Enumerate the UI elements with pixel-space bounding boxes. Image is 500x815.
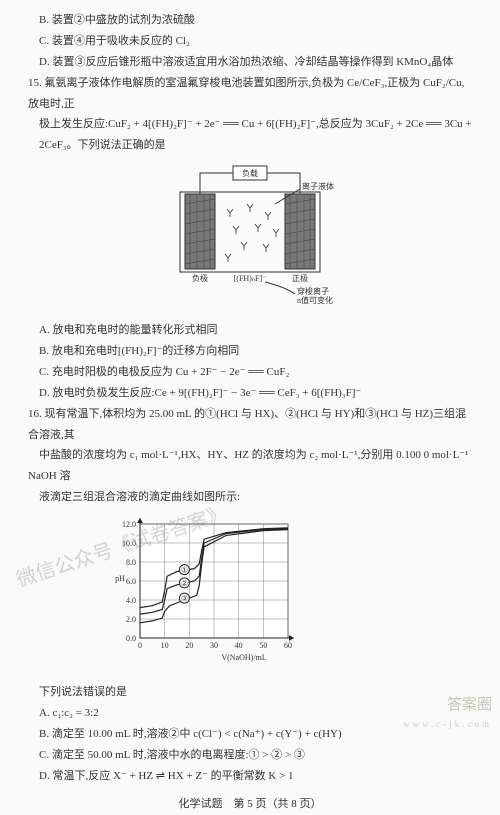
svg-text:③: ③: [181, 594, 188, 603]
q14-option-b: B. 装置②中盛放的试剂为浓硫酸: [28, 10, 472, 31]
q16-option-d: D. 常温下,反应 X⁻ + HZ ⇌ HX + Z⁻ 的平衡常数 K > 1: [28, 766, 472, 787]
q15-option-a: A. 放电和充电时的能量转化形式相同: [28, 320, 472, 341]
q16-titration-chart: 0 10 20 30 40 50 60 0.0 2.0 4.0 6.0 8.0 10.0 12.0 ① ② ③ V…: [108, 516, 472, 674]
ion-liquid-label: 离子液体: [302, 181, 334, 191]
q15-stem-1: 15. 氟氨离子液体作电解质的室温氟穿梭电池装置如图所示,负极为 Ce/CeF₃…: [28, 73, 472, 115]
q16-tail: 下列说法错误的是: [28, 682, 472, 703]
q14-option-c: C. 装置④用于吸收未反应的 Cl₂: [28, 31, 472, 52]
svg-text:30: 30: [210, 641, 218, 650]
q16-option-b: B. 滴定至 10.00 mL 时,溶液②中 c(Cl⁻) < c(Na⁺) +…: [28, 724, 472, 745]
svg-text:②: ②: [181, 579, 188, 588]
q15-option-b: B. 放电和充电时[(FH)₂F]⁻的迁移方向相同: [28, 341, 472, 362]
svg-text:60: 60: [284, 641, 292, 650]
svg-text:2.0: 2.0: [126, 615, 136, 624]
nvar-label: n值可变化: [297, 295, 333, 304]
svg-text:pH: pH: [115, 574, 125, 583]
svg-text:10.0: 10.0: [122, 539, 136, 548]
q15-battery-diagram: 负载: [28, 164, 472, 312]
svg-text:40: 40: [235, 641, 243, 650]
svg-text:8.0: 8.0: [126, 558, 136, 567]
q15-option-c: C. 充电时阳极的电极反应为 Cu + 2F⁻ − 2e⁻ ══ CuF₂: [28, 362, 472, 383]
q15-stem-3: 2CeF₃。下列说法正确的是: [28, 135, 472, 156]
negative-electrode: [185, 194, 215, 269]
svg-text:50: 50: [259, 641, 267, 650]
pos-label: 正极: [292, 273, 308, 283]
q15-stem-2: 极上发生反应:CuF₂ + 4[(FH)₂F]⁻ + 2e⁻ ══ Cu + 6…: [28, 114, 472, 135]
q16-stem-2: 中盐酸的浓度均为 c₁ mol·L⁻¹,HX、HY、HZ 的浓度均为 c₂ mo…: [28, 445, 472, 487]
positive-electrode: [285, 194, 315, 269]
q16-stem-3: 液滴定三组混合溶液的滴定曲线如图所示:: [28, 487, 472, 508]
svg-text:①: ①: [181, 566, 188, 575]
q15-option-d: D. 放电时负极发生反应:Ce + 9[(FH)₂F]⁻ − 3e⁻ ══ Ce…: [28, 383, 472, 404]
svg-text:20: 20: [185, 641, 193, 650]
svg-text:12.0: 12.0: [122, 520, 136, 529]
load-label: 负载: [242, 168, 258, 178]
svg-text:0: 0: [138, 641, 142, 650]
svg-text:6.0: 6.0: [126, 577, 136, 586]
svg-text:0.0: 0.0: [126, 634, 136, 643]
neg-label: 负极: [192, 273, 208, 283]
shuttle-label: 穿梭离子: [297, 286, 329, 296]
ion-liquid: [225, 204, 279, 262]
page-footer: 化学试题 第 5 页（共 8 页）: [28, 794, 472, 815]
q16-stem-1: 16. 现有常温下,体积均为 25.00 mL 的①(HCl 与 HX)、②(H…: [28, 404, 472, 446]
svg-text:V(NaOH)/mL: V(NaOH)/mL: [221, 653, 266, 662]
q16-option-c: C. 滴定至 50.00 mL 时,溶液中水的电离程度:① > ② > ③: [28, 745, 472, 766]
q14-option-d: D. 装置③反应后锥形瓶中溶液适宜用水浴加热浓缩、冷却结晶等操作得到 KMnO₄…: [28, 52, 472, 73]
mid-formula: [(FH)ₙF]⁻: [234, 274, 267, 283]
q16-option-a: A. c₁:c₂ = 3:2: [28, 703, 472, 724]
svg-text:4.0: 4.0: [126, 596, 136, 605]
svg-text:10: 10: [161, 641, 169, 650]
